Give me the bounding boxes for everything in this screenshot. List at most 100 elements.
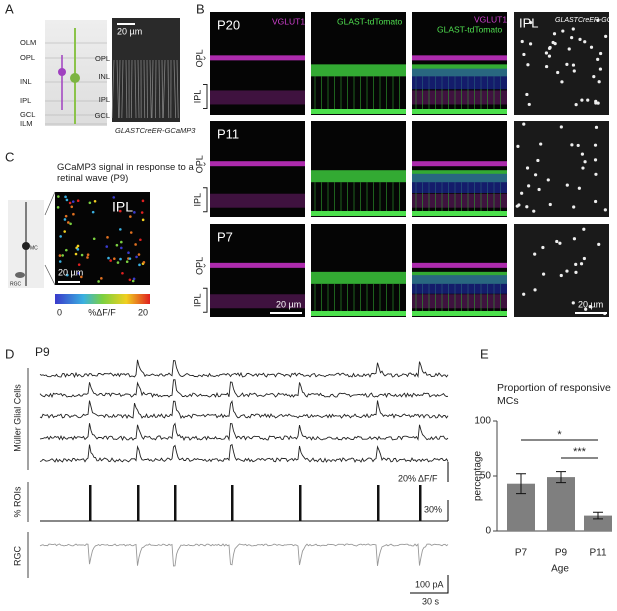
cell: [94, 200, 97, 203]
cell: [120, 241, 123, 244]
cell: [69, 202, 72, 205]
cell: [521, 40, 524, 43]
cell: [522, 53, 525, 56]
cell: [568, 47, 571, 50]
micrograph: [311, 12, 406, 115]
cell: [130, 231, 133, 234]
annotation: *: [557, 429, 562, 441]
cell: [596, 58, 599, 61]
cell: [72, 213, 75, 216]
stain-band: [210, 161, 305, 166]
cell: [597, 243, 600, 246]
age-label: P11: [217, 126, 239, 141]
caption: GCaMP3 signal in response to a retinal w…: [57, 162, 197, 185]
stain-band: [412, 311, 507, 316]
micrograph: [311, 121, 406, 217]
cell: [100, 277, 103, 280]
cell: [529, 42, 532, 45]
cell: [135, 256, 138, 259]
bracket: [203, 188, 207, 212]
row-label: Müller Glial Cells: [12, 384, 22, 452]
layer-label: INL: [20, 77, 32, 86]
cell: [583, 160, 586, 163]
stain-band: [311, 64, 406, 76]
cell: [119, 258, 122, 261]
cell: [594, 173, 597, 176]
y-tick-label: 100: [474, 416, 491, 427]
cell: [573, 69, 576, 72]
fiber: [147, 60, 148, 118]
cell: [574, 263, 577, 266]
trace: [40, 445, 448, 462]
zoom-line: [45, 192, 55, 215]
event-bar: [299, 485, 302, 521]
cell: [553, 32, 556, 35]
stain-label: VGLUT1: [272, 16, 305, 26]
arrow: ›: [203, 53, 206, 63]
stain-band: [412, 90, 507, 104]
cell: [127, 251, 130, 254]
micrograph: [311, 224, 406, 317]
arrow: ›: [203, 159, 206, 169]
cell: [547, 178, 550, 181]
cell: [590, 46, 593, 49]
cell: [141, 211, 144, 214]
cell: [594, 200, 597, 203]
cell: [522, 123, 525, 126]
panel-label: E: [480, 346, 489, 361]
cell: [517, 203, 520, 206]
layer-label: IPL: [192, 294, 202, 308]
cell: [577, 144, 580, 147]
cell: [556, 71, 559, 74]
row-label: % ROIs: [12, 486, 22, 518]
cell: [116, 244, 119, 247]
stain-band: [412, 69, 507, 90]
cell: [142, 219, 145, 222]
event-bar: [419, 485, 422, 521]
y-tick-label: 0: [485, 526, 491, 537]
cell: [581, 166, 584, 169]
x-tick-label: P7: [515, 548, 528, 559]
layer-label: ILM: [20, 119, 33, 128]
cell: [97, 280, 100, 283]
cell: [67, 221, 70, 224]
scale-label: 20 µm: [58, 267, 83, 277]
scale-label: 20 µm: [117, 26, 142, 36]
cell: [575, 103, 578, 106]
caption: GLASTCreER-GCaMP3: [115, 126, 196, 135]
stain-band: [412, 194, 507, 208]
cell: [548, 55, 551, 58]
cell: [92, 211, 95, 214]
cell: [572, 205, 575, 208]
cell: [533, 253, 536, 256]
cell: [594, 144, 597, 147]
cell: [520, 192, 523, 195]
cell-body: [70, 73, 80, 83]
cell: [65, 249, 68, 252]
cell: [558, 242, 561, 245]
cell: [113, 257, 116, 260]
cell: [598, 80, 601, 83]
cell: [78, 263, 81, 266]
cell: [528, 103, 531, 106]
cell: [129, 257, 132, 260]
title-box: Proportion of responsive MCs: [497, 382, 612, 410]
cell: [582, 228, 585, 231]
stain-band: [311, 311, 406, 316]
cell: [105, 245, 108, 248]
cell: [75, 253, 78, 256]
cell: [595, 126, 598, 129]
layer-label: OPL: [20, 53, 35, 62]
cell: [89, 202, 92, 205]
layer-label: IPL: [192, 90, 202, 104]
cell: [81, 254, 84, 257]
cell: [592, 75, 595, 78]
stain-band: [412, 211, 507, 216]
cell: [69, 222, 72, 225]
cell: [552, 41, 555, 44]
stain-band: [311, 211, 406, 216]
panel-label: A: [5, 1, 14, 16]
cell: [129, 215, 132, 218]
bracket: [203, 288, 207, 312]
